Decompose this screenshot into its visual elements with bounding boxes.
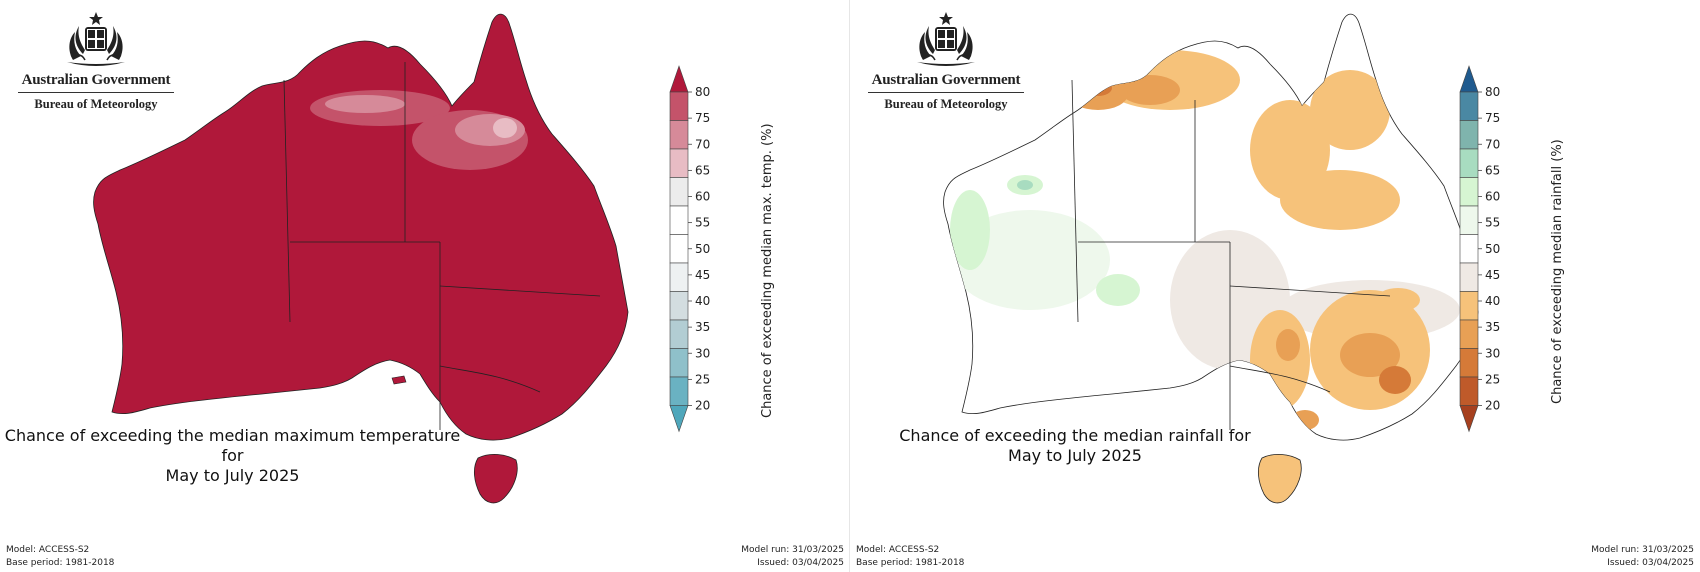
legend-max-triangle [1459,65,1479,93]
model-label: Model: ACCESS-S2 [856,545,940,555]
tasmania-shape [1258,454,1302,504]
rainfall-footer-left: Model: ACCESS-S2 Base period: 1981-2018 [856,544,964,570]
legend-tick-label: 45 [695,268,710,282]
legend-swatch [1459,148,1479,178]
rainfall-legend-title: Chance of exceeding median rainfall (%) [1550,139,1565,404]
government-name: Australian Government [21,72,171,88]
legend-swatch [1459,234,1479,264]
legend-tick-label: 40 [1485,294,1500,308]
rainfall-outlook-panel: Australian Government Bureau of Meteorol… [850,0,1700,572]
legend-tick-label: 75 [1485,111,1500,125]
rainfall-map [943,13,1479,504]
title-line-1: Chance of exceeding the median maximum t… [4,426,461,465]
legend-tick-label: 25 [1485,372,1500,386]
legend-swatch [669,262,689,292]
legend-tick-label: 25 [695,372,710,386]
legend-tick-label: 70 [695,137,710,151]
legend-tick-label: 60 [695,190,710,204]
temperature-map-title: Chance of exceeding the median maximum t… [0,426,465,486]
legend-swatch [669,376,689,406]
state-borders [283,62,601,430]
government-branding: Australian Government Bureau of Meteorol… [866,10,1026,112]
legend-swatch [669,177,689,207]
agency-name: Bureau of Meteorology [34,97,158,111]
tasmania-shape [474,454,518,504]
legend-max-triangle [669,65,689,93]
legend-tick-label: 50 [1485,242,1500,256]
temperature-footer-right: Model run: 31/03/2025 Issued: 03/04/2025 [741,544,844,570]
legend-tick-label: 50 [695,242,710,256]
legend-tick-label: 35 [695,320,710,334]
state-borders [1071,79,1391,430]
government-branding: Australian Government Bureau of Meteorol… [16,10,176,112]
legend-swatch [1459,91,1479,121]
temperature-outlook-panel: Australian Government Bureau of Meteorol… [0,10,844,570]
legend-tick-label: 30 [695,346,710,360]
legend-swatch [1459,319,1479,349]
branding-divider [18,92,174,93]
legend-tick-label: 65 [695,163,710,177]
legend-tick-label: 55 [695,216,710,230]
legend-min-triangle [1459,405,1479,433]
temperature-legend-title: Chance of exceeding median max. temp. (%… [760,123,775,418]
kangaroo-island-shape [391,375,407,385]
rainfall-anomaly-zones [950,50,1460,430]
legend-tick-label: 20 [1485,399,1500,413]
legend-tick-label: 35 [1485,320,1500,334]
agency-name: Bureau of Meteorology [884,97,1008,111]
temperature-legend-colorbar: 80 75 70 65 60 55 50 45 40 35 30 25 20 [669,65,710,433]
legend-swatch [1459,291,1479,321]
legend-min-triangle [669,405,689,433]
legend-tick-label: 40 [695,294,710,308]
temperature-anomaly-zones [310,90,528,170]
legend-tick-label: 80 [1485,85,1500,99]
australia-landmass [93,13,629,504]
legend-swatch [669,319,689,349]
legend-tick-label: 75 [695,111,710,125]
legend-tick-label: 65 [1485,163,1500,177]
coat-of-arms-icon [67,12,125,66]
australia-landmass [943,13,1479,504]
legend-swatch [1459,348,1479,378]
legend-swatch [1459,120,1479,150]
legend-swatch [1459,205,1479,235]
legend-swatch [669,234,689,264]
temperature-footer-left: Model: ACCESS-S2 Base period: 1981-2018 [6,544,114,570]
rainfall-map-title: Chance of exceeding the median rainfall … [850,426,1300,466]
title-line-2: May to July 2025 [165,466,300,485]
mainland-shape [93,13,629,441]
coat-of-arms-icon [917,12,975,66]
branding-divider [868,92,1024,93]
legend-swatch [669,291,689,321]
base-period-label: Base period: 1981-2018 [6,558,115,568]
title-line-1: Chance of exceeding the median rainfall … [899,426,1251,445]
legend-swatch [669,205,689,235]
title-line-2: May to July 2025 [1008,446,1142,465]
legend-tick-label: 70 [1485,137,1500,151]
legend-swatch [1459,262,1479,292]
government-name: Australian Government [871,72,1021,88]
legend-swatch [1459,177,1479,207]
legend-tick-label: 45 [1485,268,1500,282]
legend-tick-label: 20 [695,399,710,413]
model-run-label: Model run: 31/03/2025 [741,545,844,555]
legend-tick-label: 60 [1485,190,1500,204]
issued-label: Issued: 03/04/2025 [757,558,844,568]
legend-swatch [1459,376,1479,406]
legend-swatch [669,120,689,150]
legend-swatch [669,148,689,178]
rainfall-footer-right: Model run: 31/03/2025 Issued: 03/04/2025 [1591,544,1694,570]
rainfall-legend-colorbar: 80 75 70 65 60 55 50 45 40 35 30 25 20 [1459,65,1500,433]
model-run-label: Model run: 31/03/2025 [1591,545,1694,555]
panel-divider [849,0,850,572]
legend-tick-label: 30 [1485,346,1500,360]
issued-label: Issued: 03/04/2025 [1607,558,1694,568]
legend-tick-label: 55 [1485,216,1500,230]
legend-tick-label: 80 [695,85,710,99]
model-label: Model: ACCESS-S2 [6,545,90,555]
base-period-label: Base period: 1981-2018 [856,558,965,568]
legend-swatch [669,91,689,121]
legend-swatch [669,348,689,378]
temperature-map [93,13,629,504]
